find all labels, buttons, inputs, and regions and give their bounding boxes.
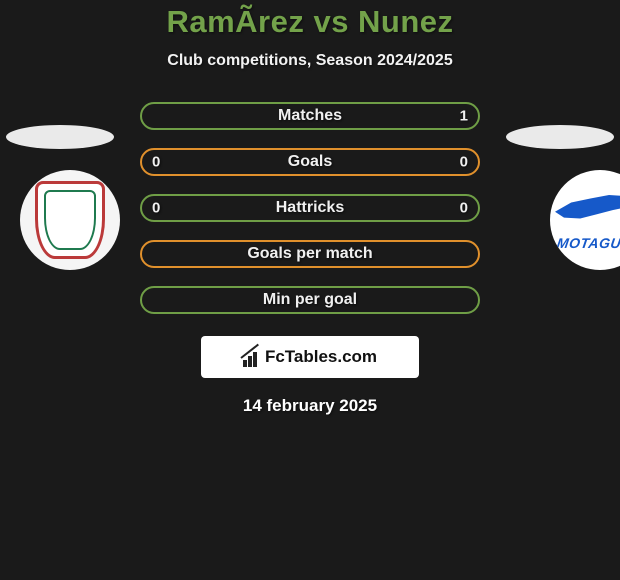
stat-right-value: 0 xyxy=(460,154,468,171)
footer-brand-badge: FcTables.com xyxy=(201,336,419,378)
player-left-ellipse xyxy=(6,125,114,149)
stat-row-goals: 0 Goals 0 xyxy=(140,148,480,176)
shield-icon xyxy=(35,181,105,259)
team-crest-left xyxy=(20,170,120,270)
eagle-icon: MOTAGUA xyxy=(555,195,620,245)
stat-label: Hattricks xyxy=(276,199,344,217)
stat-label: Min per goal xyxy=(263,291,357,309)
stat-left-value: 0 xyxy=(152,154,160,171)
team-right-label: MOTAGUA xyxy=(556,235,620,251)
stat-row-matches: Matches 1 xyxy=(140,102,480,130)
footer-brand-text: FcTables.com xyxy=(265,347,377,367)
stat-row-min-per-goal: Min per goal xyxy=(140,286,480,314)
stat-right-value: 1 xyxy=(460,108,468,125)
team-crest-right: MOTAGUA xyxy=(550,170,620,270)
stat-row-goals-per-match: Goals per match xyxy=(140,240,480,268)
stat-label: Matches xyxy=(278,107,342,125)
stat-right-value: 0 xyxy=(460,200,468,217)
bar-chart-icon xyxy=(243,347,263,367)
stat-label: Goals per match xyxy=(247,245,372,263)
player-right-ellipse xyxy=(506,125,614,149)
footer-date: 14 february 2025 xyxy=(0,396,620,416)
subtitle: Club competitions, Season 2024/2025 xyxy=(0,52,620,70)
infographic-root: RamÃ­rez vs Nunez Club competitions, Sea… xyxy=(0,0,620,580)
page-title: RamÃ­rez vs Nunez xyxy=(0,4,620,40)
stat-row-hattricks: 0 Hattricks 0 xyxy=(140,194,480,222)
stat-left-value: 0 xyxy=(152,200,160,217)
stat-label: Goals xyxy=(288,153,332,171)
stat-rows: Matches 1 0 Goals 0 0 Hattricks 0 Goals … xyxy=(140,102,480,314)
